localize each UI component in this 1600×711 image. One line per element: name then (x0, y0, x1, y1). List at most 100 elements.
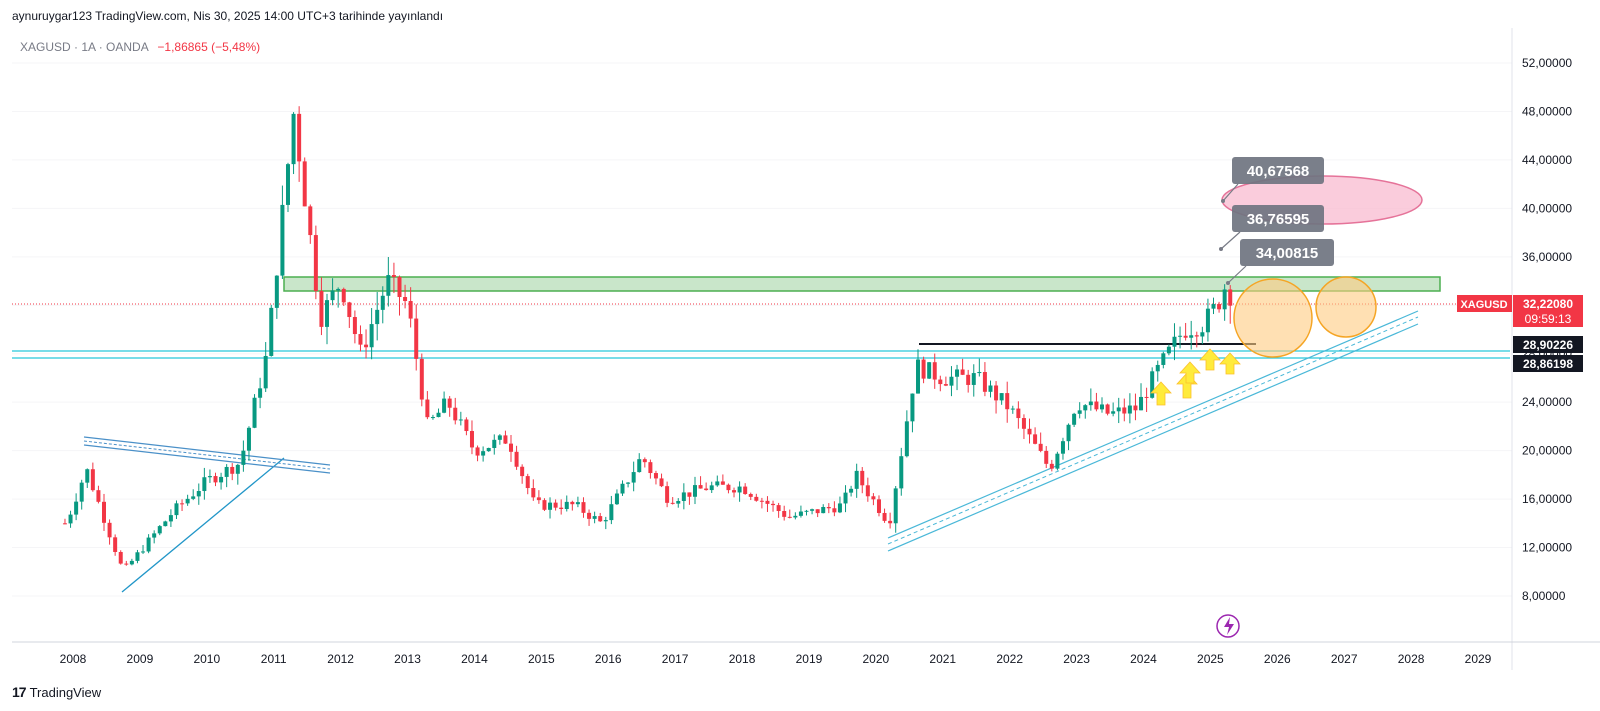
candle (1010, 405, 1015, 414)
candle (804, 509, 809, 516)
candle (62, 518, 67, 525)
lightning-icon[interactable] (1216, 614, 1240, 638)
candle (1077, 402, 1082, 419)
candle (1066, 423, 1071, 451)
candle (648, 459, 653, 479)
arrow-up-3[interactable] (1179, 361, 1201, 384)
level-1-tag (1513, 336, 1583, 353)
candle (1183, 322, 1188, 341)
candle (1021, 414, 1026, 440)
candle (921, 356, 926, 384)
candle (341, 287, 346, 306)
candle (626, 482, 631, 488)
candle (548, 497, 553, 519)
candle (397, 275, 402, 316)
candle (380, 286, 385, 324)
candle (302, 157, 307, 207)
candle (1150, 367, 1155, 399)
symbol-name[interactable]: XAGUSD · 1A · OANDA (20, 40, 149, 54)
target-callout-2[interactable]: 36,76595 (1219, 205, 1324, 251)
x-tick-label: 2020 (863, 652, 890, 666)
candle (854, 463, 859, 498)
projection-circle-2[interactable] (1315, 276, 1377, 338)
x-tick-label: 2016 (595, 652, 622, 666)
candle (1205, 298, 1210, 342)
candle (375, 292, 380, 341)
candle (559, 499, 564, 515)
tradingview-brand[interactable]: 17 TradingView (12, 684, 101, 700)
candle (1217, 301, 1222, 313)
target-callout-1[interactable]: 40,67568 (1221, 157, 1324, 203)
candle (481, 446, 486, 462)
candle (1105, 403, 1110, 416)
y-tick-label: 52,00000 (1522, 56, 1572, 70)
candle (1072, 412, 1077, 427)
candle (352, 310, 357, 344)
candle (837, 496, 842, 514)
candle (637, 453, 642, 473)
projection-circle-1[interactable] (1233, 278, 1313, 358)
candle (832, 501, 837, 517)
candle (670, 497, 675, 505)
candle (224, 464, 229, 488)
x-axis-labels: 2008 2009 2010 2011 2012 2013 2014 2015 2016 2017… (60, 652, 1492, 666)
resistance-zone[interactable] (283, 276, 1441, 292)
x-tick-label: 2022 (996, 652, 1023, 666)
candle (85, 468, 90, 488)
y-tick-label: 20,00000 (1522, 444, 1572, 458)
candle (180, 499, 185, 512)
candle (1144, 387, 1149, 412)
candle (977, 358, 982, 377)
candle (776, 502, 781, 518)
target-label-3: 34,00815 (1256, 245, 1319, 262)
candle (531, 479, 536, 501)
target-callout-3[interactable]: 34,00815 (1226, 239, 1334, 285)
candle (1166, 344, 1171, 356)
rising-channel-2020[interactable] (887, 310, 1419, 552)
x-tick-label: 2011 (261, 652, 287, 666)
candle (743, 483, 748, 495)
candle (720, 474, 725, 485)
candle (536, 490, 541, 504)
candle (949, 366, 954, 397)
candle (815, 509, 820, 518)
candle (899, 447, 904, 496)
candle (258, 377, 263, 409)
arrow-up-4[interactable] (1199, 348, 1221, 371)
candle (391, 262, 396, 294)
candle (1049, 459, 1054, 472)
candle (553, 499, 558, 511)
candle (191, 489, 196, 501)
candle (1222, 284, 1227, 321)
candle (893, 486, 898, 533)
candle (681, 483, 686, 510)
target-label-1: 40,67568 (1247, 163, 1310, 180)
arrow-up-5[interactable] (1219, 352, 1241, 375)
candle (458, 411, 463, 426)
candle (514, 445, 519, 470)
candle (419, 353, 424, 407)
candle (810, 508, 815, 515)
falling-channel-2008[interactable] (83, 436, 331, 474)
candle (821, 504, 826, 514)
candle (319, 277, 324, 336)
lower-trendline-2008[interactable] (121, 457, 285, 593)
arrow-up-1[interactable] (1150, 381, 1172, 406)
candle (698, 476, 703, 489)
candle (876, 495, 881, 517)
candle (263, 342, 268, 393)
candle (230, 463, 235, 481)
candle (509, 434, 514, 462)
candle (520, 464, 525, 484)
x-tick-label: 2013 (394, 652, 421, 666)
candle (609, 495, 614, 525)
candle (960, 358, 965, 376)
candle (765, 496, 770, 512)
candle (1161, 351, 1166, 369)
candle (135, 549, 140, 564)
candle (575, 496, 580, 508)
candle (475, 445, 480, 462)
candle (442, 391, 447, 414)
x-tick-label: 2008 (60, 652, 87, 666)
